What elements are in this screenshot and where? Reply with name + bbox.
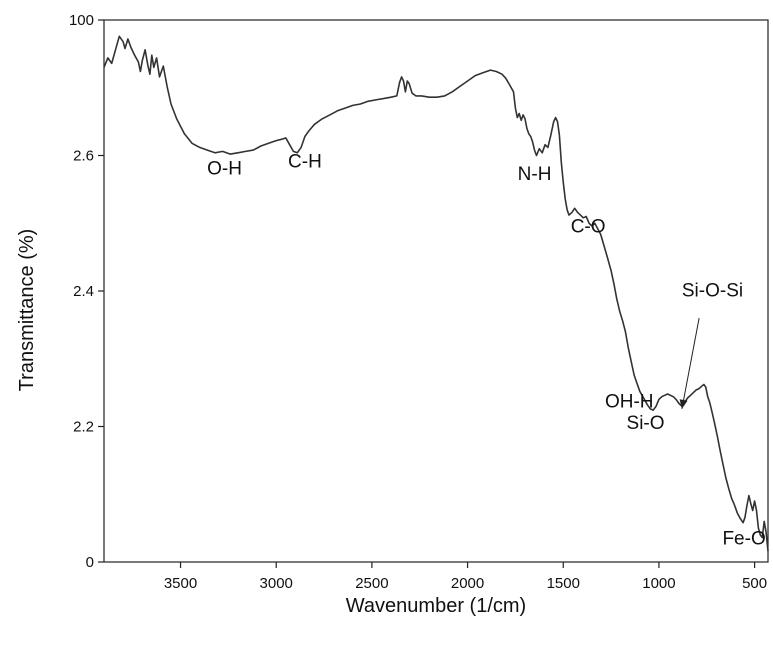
y-axis-title: Transmittance (%) bbox=[16, 229, 38, 392]
y-tick-label: 2.4 bbox=[73, 283, 94, 300]
peak-label: OH-H bbox=[605, 392, 654, 413]
plot-frame bbox=[103, 19, 769, 563]
x-tick-label: 3000 bbox=[260, 575, 293, 592]
x-tick-label: 3500 bbox=[164, 575, 197, 592]
peak-label: Fe-O bbox=[722, 528, 765, 549]
plot-border bbox=[103, 19, 769, 563]
annotation-arrow bbox=[681, 318, 700, 409]
x-tick-label: 500 bbox=[742, 575, 767, 592]
peak-label: O-H bbox=[207, 158, 242, 179]
x-tick-label: 1000 bbox=[642, 575, 675, 592]
annotations: O-H C-H N-H C-O Si-O-Si OH-HSi-O Fe-O bbox=[207, 152, 766, 550]
peak-label: N-H bbox=[518, 164, 552, 185]
x-axis-title: Wavenumber (1/cm) bbox=[346, 595, 526, 617]
peak-label: C-H bbox=[288, 152, 322, 173]
x-tick-label: 2000 bbox=[451, 575, 484, 592]
x-tick-label: 1500 bbox=[547, 575, 580, 592]
y-axis: 0 2.2 2.4 2.6 100 bbox=[69, 12, 104, 571]
peak-label: C-O bbox=[571, 217, 606, 238]
y-tick-label: 2.2 bbox=[73, 419, 94, 436]
y-tick-label: 100 bbox=[69, 12, 94, 29]
x-tick-label: 2500 bbox=[355, 575, 388, 592]
x-axis: 3500 3000 2500 2000 1500 1000 500 bbox=[164, 562, 767, 592]
series-group bbox=[103, 35, 769, 552]
peak-label: Si-O-Si bbox=[682, 280, 743, 301]
peak-label: Si-O bbox=[627, 413, 665, 434]
series-line bbox=[103, 35, 769, 552]
arrow-head bbox=[679, 399, 688, 409]
y-tick-label: 0 bbox=[86, 554, 94, 571]
y-tick-label: 2.6 bbox=[73, 148, 94, 165]
